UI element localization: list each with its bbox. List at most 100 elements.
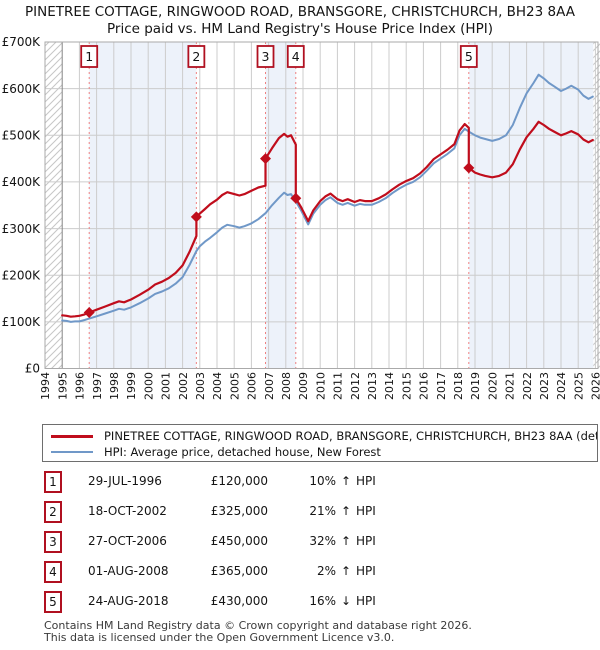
x-axis-label: 2017 — [435, 372, 448, 400]
transaction-number: 2 — [44, 501, 62, 523]
transaction-row: 2 18-OCT-2002 £325,000 21% ↑ HPI — [0, 501, 600, 525]
hpi-line — [61, 73, 594, 323]
y-axis-label: £500K — [2, 128, 42, 142]
transaction-number: 3 — [44, 531, 62, 553]
y-axis-label: £100K — [2, 315, 42, 329]
y-axis-label: £600K — [2, 82, 42, 96]
sale-marker — [260, 153, 272, 165]
transaction-number: 1 — [44, 471, 62, 493]
hpi-delta-arrow-icon: ↓ — [341, 594, 352, 608]
ownership-band — [265, 42, 296, 369]
sale-number-box — [286, 45, 305, 68]
hpi-delta-arrow-icon: ↑ — [341, 564, 352, 578]
sale-number-box — [187, 45, 206, 68]
sale-number-label: 2 — [192, 49, 200, 64]
x-axis-label: 2019 — [469, 372, 482, 400]
transaction-row: 1 29-JUL-1996 £120,000 10% ↑ HPI — [0, 471, 600, 495]
transaction-date: 01-AUG-2008 — [88, 564, 169, 578]
x-axis-label: 2002 — [177, 372, 190, 400]
x-axis-label: 2005 — [228, 372, 241, 400]
transaction-hpi-label: HPI — [356, 504, 376, 518]
price-paid-line — [61, 120, 594, 318]
x-axis-label: 2012 — [349, 372, 362, 400]
transaction-price: £325,000 — [210, 504, 268, 518]
x-axis-label: 2007 — [263, 372, 276, 400]
y-axis-label: £200K — [2, 268, 42, 282]
hpi-line-swatch — [51, 450, 93, 454]
transaction-price: £430,000 — [210, 594, 268, 608]
price-chart: 1 2 3 4 5 £0 £100K £200K £300K £400K £500K £600K £70… — [2, 35, 600, 400]
footer-licence: This data is licensed under the Open Gov… — [44, 631, 395, 644]
y-axis-label: £700K — [2, 35, 42, 49]
transaction-number: 4 — [44, 561, 62, 583]
plot-border — [44, 41, 599, 369]
x-axis-label: 1996 — [74, 372, 87, 400]
x-axis-label: 1997 — [91, 372, 104, 400]
price-line-swatch — [51, 434, 93, 438]
transaction-row: 3 27-OCT-2006 £450,000 32% ↑ HPI — [0, 531, 600, 555]
sale-marker — [290, 192, 302, 204]
chart-legend: PINETREE COTTAGE, RINGWOOD ROAD, BRANSGO… — [42, 424, 598, 462]
y-axis-label: £400K — [2, 175, 42, 189]
sale-number-label: 1 — [85, 49, 93, 64]
hpi-delta-arrow-icon: ↑ — [341, 504, 352, 518]
sale-number-box — [80, 45, 99, 68]
x-axis-label: 1999 — [125, 372, 138, 400]
hpi-delta-arrow-icon: ↑ — [341, 474, 352, 488]
no-data-hatch — [45, 42, 63, 369]
sale-number-label: 4 — [292, 49, 300, 64]
sale-number-label: 3 — [262, 49, 270, 64]
transaction-hpi-label: HPI — [356, 564, 376, 578]
transaction-price: £450,000 — [210, 534, 268, 548]
x-axis-label: 2020 — [486, 372, 499, 400]
x-axis-label: 2024 — [555, 372, 568, 400]
x-axis-label: 2004 — [211, 372, 224, 400]
x-axis-label: 1998 — [108, 372, 121, 400]
transaction-date: 29-JUL-1996 — [88, 474, 162, 488]
legend-label: PINETREE COTTAGE, RINGWOOD ROAD, BRANSGO… — [104, 429, 597, 443]
transaction-date: 18-OCT-2002 — [88, 504, 167, 518]
x-axis-label: 2010 — [314, 372, 327, 400]
transaction-price: £120,000 — [210, 474, 268, 488]
x-axis-label: 2011 — [332, 372, 345, 400]
x-axis-label: 2013 — [366, 372, 379, 400]
y-axis-label: £300K — [2, 222, 42, 236]
x-axis-label: 1995 — [56, 372, 69, 400]
x-axis-label: 2021 — [504, 372, 517, 400]
transaction-hpi-delta-value: 10% — [309, 474, 336, 488]
transaction-number: 5 — [44, 591, 62, 613]
legend-item-hpi: HPI: Average price, detached house, New … — [51, 444, 597, 460]
sale-marker — [190, 211, 202, 223]
page-title: PINETREE COTTAGE, RINGWOOD ROAD, BRANSGO… — [25, 4, 575, 20]
x-axis-label: 2009 — [297, 372, 310, 400]
sale-number-box — [256, 45, 275, 68]
x-axis-label: 2023 — [538, 372, 551, 400]
hpi-delta-arrow-icon: ↑ — [341, 534, 352, 548]
page-subtitle: Price paid vs. HM Land Registry's House … — [107, 21, 493, 37]
transaction-hpi-delta-value: 21% — [309, 504, 336, 518]
sale-marker — [463, 162, 475, 174]
sale-marker — [83, 307, 95, 319]
x-axis-label: 2003 — [194, 372, 207, 400]
x-axis-label: 2022 — [521, 372, 534, 400]
footer-copyright: Contains HM Land Registry data © Crown c… — [44, 619, 472, 632]
x-axis-label: 2000 — [142, 372, 155, 400]
transaction-date: 27-OCT-2006 — [88, 534, 167, 548]
x-axis-label: 1994 — [39, 372, 52, 400]
x-axis-label: 2006 — [246, 372, 259, 400]
transaction-date: 24-AUG-2018 — [88, 594, 169, 608]
transaction-price: £365,000 — [210, 564, 268, 578]
legend-item-price-paid: PINETREE COTTAGE, RINGWOOD ROAD, BRANSGO… — [51, 428, 597, 444]
transaction-hpi-delta-value: 32% — [309, 534, 336, 548]
transaction-hpi-label: HPI — [356, 474, 376, 488]
ownership-band — [89, 42, 197, 369]
sale-number-box — [459, 45, 478, 68]
y-axis-label: £0 — [25, 362, 40, 376]
x-axis-label: 2018 — [452, 372, 465, 400]
transaction-row: 4 01-AUG-2008 £365,000 2% ↑ HPI — [0, 561, 600, 585]
x-axis-label: 2014 — [383, 372, 396, 400]
no-data-hatch — [593, 42, 600, 369]
legend-label: HPI: Average price, detached house, New … — [104, 445, 381, 459]
transaction-hpi-label: HPI — [356, 534, 376, 548]
